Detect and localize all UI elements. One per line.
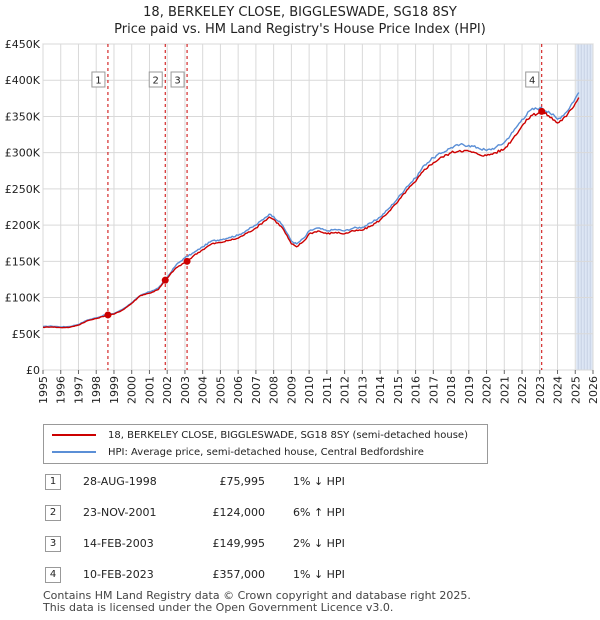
- sale-marker-box: [525, 71, 540, 88]
- x-tick-label: 2009: [285, 376, 298, 404]
- sale-point: [538, 107, 546, 115]
- footer-credits: Contains HM Land Registry data © Crown c…: [43, 590, 471, 614]
- transaction-price: £149,995: [212, 537, 266, 550]
- transaction-number: 2: [45, 505, 61, 521]
- x-tick-label: 2005: [214, 376, 227, 404]
- future-shade: [576, 44, 593, 370]
- y-tick-label: £400K: [5, 74, 41, 87]
- title-subtitle: Price paid vs. HM Land Registry's House …: [114, 22, 486, 37]
- transaction-number: 4: [45, 567, 61, 583]
- transaction-date: 28-AUG-1998: [83, 475, 157, 488]
- transaction-date: 10-FEB-2023: [83, 568, 154, 581]
- sale-marker-box: [91, 71, 106, 88]
- transaction-row: 4 10-FEB-2023 £357,000 1% ↓ HPI: [43, 567, 493, 583]
- x-tick-label: 1995: [37, 376, 50, 404]
- y-tick-label: £450K: [5, 38, 41, 51]
- x-tick-label: 2004: [197, 376, 210, 404]
- chart-title: 18, BERKELEY CLOSE, BIGGLESWADE, SG18 8S…: [0, 4, 600, 38]
- sale-point: [161, 276, 169, 284]
- x-tick-label: 2002: [161, 376, 174, 404]
- x-tick-label: 2015: [392, 376, 405, 404]
- transaction-price: £357,000: [212, 568, 266, 581]
- x-tick-label: 2018: [445, 376, 458, 404]
- sale-point: [183, 257, 191, 265]
- x-tick-label: 1998: [90, 376, 103, 404]
- title-address: 18, BERKELEY CLOSE, BIGGLESWADE, SG18 8S…: [143, 5, 457, 20]
- transaction-row: 1 28-AUG-1998 £75,995 1% ↓ HPI: [43, 474, 493, 490]
- x-tick-label: 1996: [55, 376, 68, 404]
- x-tick-label: 2006: [232, 376, 245, 404]
- transaction-row: 3 14-FEB-2003 £149,995 2% ↓ HPI: [43, 536, 493, 552]
- sale-marker-box: [148, 71, 163, 88]
- x-tick-label: 1999: [108, 376, 121, 404]
- transaction-hpi: 2% ↓ HPI: [293, 537, 345, 550]
- legend-swatch-red: [52, 434, 96, 436]
- y-tick-label: £250K: [5, 183, 41, 196]
- x-tick-label: 2007: [250, 376, 263, 404]
- transaction-hpi: 1% ↓ HPI: [293, 475, 345, 488]
- x-tick-label: 2017: [427, 376, 440, 404]
- grid-lines: [42, 43, 594, 371]
- x-tick-label: 2012: [339, 376, 352, 404]
- y-tick-label: £100K: [5, 292, 41, 305]
- legend-swatch-blue: [52, 451, 96, 453]
- transaction-number: 3: [45, 536, 61, 552]
- x-tick-label: 2025: [569, 376, 582, 404]
- sale-marker-box: [170, 71, 185, 88]
- transaction-row: 2 23-NOV-2001 £124,000 6% ↑ HPI: [43, 505, 493, 521]
- transaction-date: 23-NOV-2001: [83, 506, 157, 519]
- y-tick-label: £200K: [5, 219, 41, 232]
- y-tick-label: £0: [26, 364, 40, 377]
- x-tick-label: 2010: [303, 376, 316, 404]
- x-tick-label: 2024: [552, 376, 565, 404]
- plot-area: [42, 43, 594, 371]
- footer-copyright: Contains HM Land Registry data © Crown c…: [43, 589, 471, 602]
- x-axis: 1995 1996 1997 1998 1999 2000 2001 2002 2003 2004…: [37, 370, 600, 404]
- x-tick-label: 2003: [179, 376, 192, 404]
- x-tick-label: 2014: [374, 376, 387, 404]
- x-tick-label: 2011: [321, 376, 334, 404]
- price-chart: 1 2 3 4 £0 £50K £100K £150K £200K £250K £300K £350…: [5, 38, 600, 404]
- y-tick-label: £300K: [5, 147, 41, 160]
- legend-item-hpi: HPI: Average price, semi-detached house,…: [52, 445, 424, 461]
- sale-marker-label: 4: [529, 76, 535, 87]
- transaction-price: £124,000: [212, 506, 266, 519]
- x-tick-label: 1997: [72, 376, 85, 404]
- plot-background: [42, 43, 594, 371]
- x-tick-label: 2023: [534, 376, 547, 404]
- sale-markers: 1 2 3 4: [91, 71, 546, 319]
- legend-label-hpi: HPI: Average price, semi-detached house,…: [108, 447, 424, 458]
- transaction-price: £75,995: [219, 475, 266, 488]
- sale-marker-label: 3: [174, 76, 180, 87]
- legend: 18, BERKELEY CLOSE, BIGGLESWADE, SG18 8S…: [43, 424, 488, 464]
- legend-item-property: 18, BERKELEY CLOSE, BIGGLESWADE, SG18 8S…: [52, 428, 468, 444]
- transaction-hpi: 1% ↓ HPI: [293, 568, 345, 581]
- x-tick-label: 2022: [516, 376, 529, 404]
- sale-marker-label: 2: [153, 76, 159, 87]
- y-axis: £0 £50K £100K £150K £200K £250K £300K £350K £400…: [5, 38, 41, 377]
- x-tick-label: 2000: [126, 376, 139, 404]
- transaction-number: 1: [45, 474, 61, 490]
- x-tick-label: 2021: [498, 376, 511, 404]
- footer-license: This data is licensed under the Open Gov…: [43, 601, 394, 614]
- price-paid-line: [42, 97, 580, 329]
- x-tick-label: 2001: [143, 376, 156, 404]
- y-tick-label: £50K: [12, 328, 41, 341]
- sale-point: [104, 311, 112, 319]
- sale-marker-label: 1: [95, 76, 101, 87]
- transaction-date: 14-FEB-2003: [83, 537, 154, 550]
- series-lines: [42, 92, 580, 329]
- y-tick-label: £150K: [5, 255, 41, 268]
- y-tick-label: £350K: [5, 110, 41, 123]
- legend-label-property: 18, BERKELEY CLOSE, BIGGLESWADE, SG18 8S…: [108, 430, 468, 441]
- x-tick-label: 2019: [463, 376, 476, 404]
- x-tick-label: 2020: [481, 376, 494, 404]
- transaction-hpi: 6% ↑ HPI: [293, 506, 345, 519]
- x-tick-label: 2008: [268, 376, 281, 404]
- x-tick-label: 2026: [587, 376, 600, 404]
- x-tick-label: 2013: [356, 376, 369, 404]
- x-tick-label: 2016: [410, 376, 423, 404]
